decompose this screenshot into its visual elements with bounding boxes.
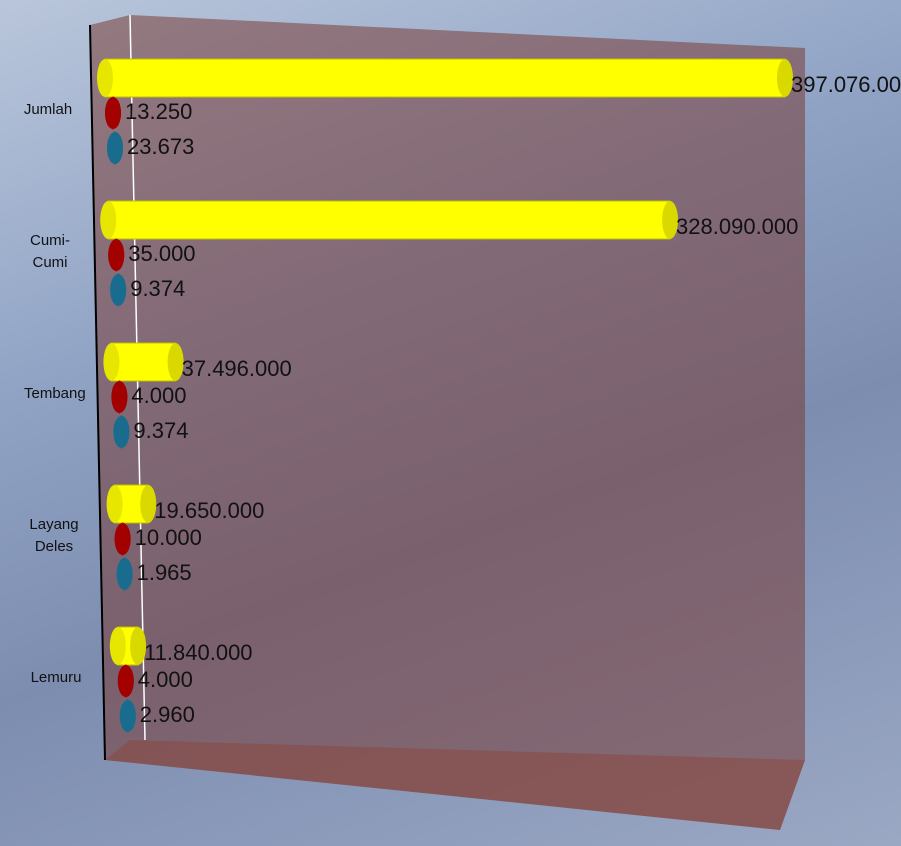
value-label: 9.374 (133, 418, 188, 443)
value-label: 397.076.000 (791, 72, 901, 97)
value-label: 9.374 (130, 276, 185, 301)
bar-end (110, 274, 126, 306)
bar (107, 132, 123, 164)
page: 397.076.000 13.250 23.673 328.090.000 35.000… (0, 0, 901, 846)
category-label: Tembang (24, 383, 80, 405)
bar (107, 485, 157, 523)
value-label: 4.000 (138, 667, 193, 692)
plot-wall (90, 15, 805, 830)
value-label: 37.496.000 (182, 356, 292, 381)
bar (108, 239, 124, 271)
value-label: 23.673 (127, 134, 194, 159)
bar-start (107, 485, 123, 523)
bar (113, 416, 129, 448)
category-label: Lemuru (28, 667, 84, 689)
value-label: 10.000 (135, 525, 202, 550)
bar (110, 274, 126, 306)
value-label: 4.000 (131, 383, 186, 408)
value-label: 35.000 (128, 241, 195, 266)
bar (100, 201, 678, 239)
bar (97, 59, 793, 97)
bar-end (113, 416, 129, 448)
bar-end (120, 700, 136, 732)
bar (115, 523, 131, 555)
bar (118, 665, 134, 697)
bar (120, 700, 136, 732)
bar (117, 558, 133, 590)
bar (110, 627, 146, 665)
chart: 397.076.000 13.250 23.673 328.090.000 35.000… (0, 0, 901, 846)
bar-end (105, 97, 121, 129)
value-label: 328.090.000 (676, 214, 798, 239)
bar-body (108, 201, 670, 239)
bar-end (107, 132, 123, 164)
value-label: 11.840.000 (144, 640, 252, 665)
bar-start (103, 343, 119, 381)
bar-start (100, 201, 116, 239)
bar-end (115, 523, 131, 555)
bar-end (111, 381, 127, 413)
bar-end (108, 239, 124, 271)
bar-start (110, 627, 126, 665)
value-label: 13.250 (125, 99, 192, 124)
bar (105, 97, 121, 129)
value-label: 2.960 (140, 702, 195, 727)
category-label: Jumlah (20, 99, 76, 121)
bar-start (97, 59, 113, 97)
bar-end (118, 665, 134, 697)
value-label: 1.965 (137, 560, 192, 585)
value-label: 19.650.000 (154, 498, 264, 523)
category-label: Cumi-Cumi (22, 230, 78, 274)
bar (111, 381, 127, 413)
bar-body (111, 343, 175, 381)
bar-body (105, 59, 785, 97)
category-label: Layang Deles (26, 514, 82, 558)
bar (103, 343, 183, 381)
bar-end (117, 558, 133, 590)
